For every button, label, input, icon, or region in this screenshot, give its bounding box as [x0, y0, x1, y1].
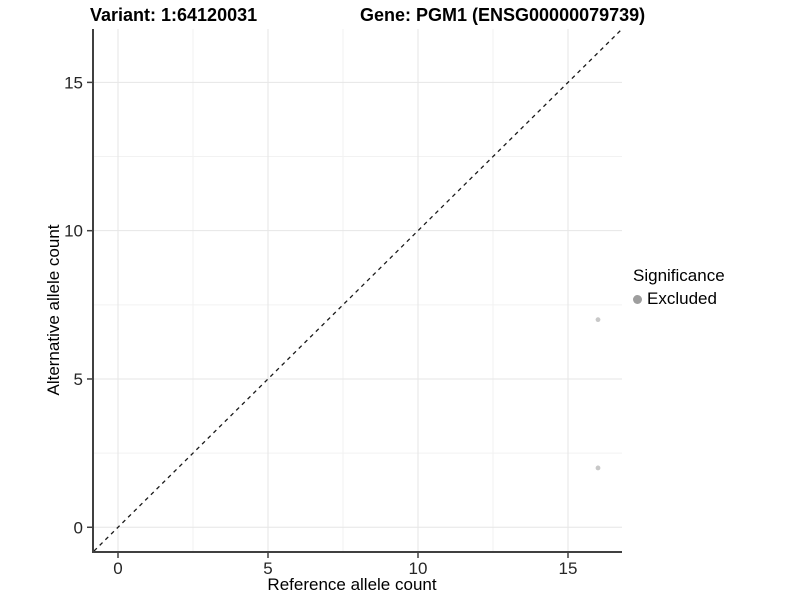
- plot-title-variant: Variant: 1:64120031: [90, 5, 258, 25]
- y-tick-label: 5: [74, 370, 83, 389]
- legend-title: Significance: [633, 266, 725, 285]
- legend-point-icon: [633, 294, 642, 304]
- y-tick-label: 15: [64, 73, 83, 92]
- data-point: [595, 465, 601, 471]
- legend: Significance Excluded: [633, 266, 725, 309]
- y-tick-label: 10: [64, 222, 83, 241]
- data-point: [595, 317, 601, 323]
- legend-item-excluded: Excluded: [633, 289, 725, 309]
- legend-item-label: Excluded: [647, 289, 717, 308]
- y-tick-label: 0: [74, 518, 83, 537]
- x-tick-label: 0: [113, 559, 122, 578]
- x-tick-label: 5: [263, 559, 272, 578]
- x-tick-label: 15: [559, 559, 578, 578]
- identity-line: [93, 28, 623, 552]
- y-axis-title: Alternative allele count: [44, 224, 63, 396]
- x-tick-label: 10: [409, 559, 428, 578]
- plot-title-gene: Gene: PGM1 (ENSG00000079739): [360, 5, 646, 25]
- x-axis-title: Reference allele count: [267, 575, 437, 594]
